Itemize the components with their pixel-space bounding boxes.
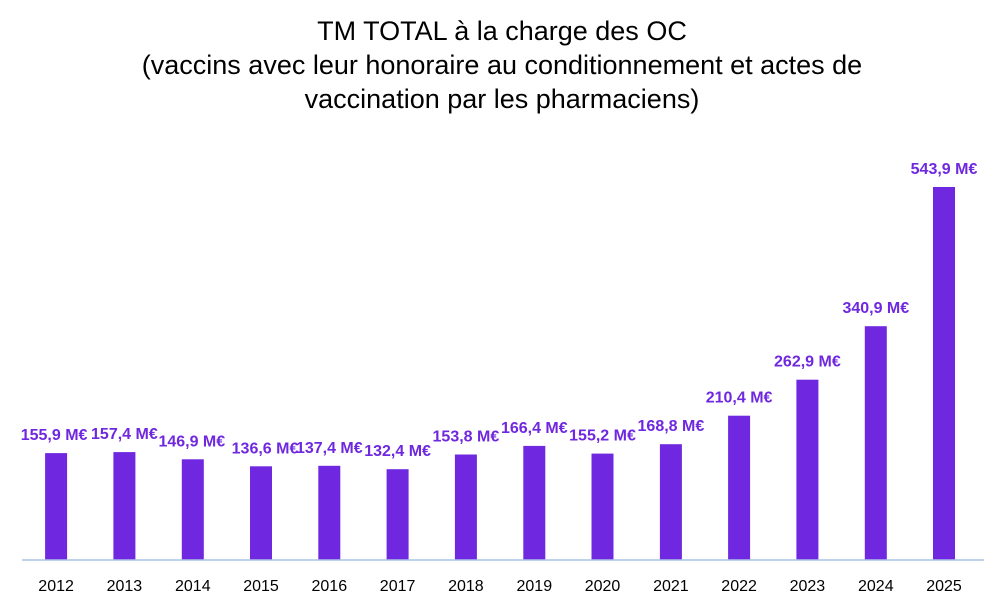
- x-tick-label-2017: 2017: [380, 578, 416, 595]
- x-tick-label-2022: 2022: [721, 578, 757, 595]
- bar-2024: [864, 326, 887, 560]
- bar-2018: [454, 454, 477, 560]
- x-tick-label-2025: 2025: [926, 578, 962, 595]
- bar-2017: [386, 469, 409, 560]
- x-tick-label-2013: 2013: [107, 578, 143, 595]
- chart-title: TM TOTAL à la charge des OC (vaccins ave…: [0, 14, 1004, 116]
- chart-title-line-2: (vaccins avec leur honoraire au conditio…: [141, 50, 863, 80]
- data-label-2023: 262,9 M€: [774, 354, 841, 371]
- bar-2012: [45, 453, 68, 560]
- x-tick-label-2021: 2021: [653, 578, 689, 595]
- data-label-2015: 136,6 M€: [232, 440, 299, 457]
- chart-title-line-1: TM TOTAL à la charge des OC: [317, 16, 687, 46]
- data-label-2014: 146,9 M€: [158, 433, 225, 450]
- data-label-2019: 166,4 M€: [501, 420, 568, 437]
- bar-2019: [523, 445, 546, 560]
- x-tick-label-2012: 2012: [38, 578, 74, 595]
- x-tick-label-2014: 2014: [175, 578, 211, 595]
- bar-2022: [728, 415, 751, 560]
- data-label-2016: 137,4 M€: [296, 440, 363, 457]
- bar-2025: [933, 187, 955, 560]
- bar-2020: [591, 453, 614, 560]
- bar-2015: [250, 466, 272, 560]
- data-label-2025: 543,9 M€: [911, 161, 978, 178]
- bar-2014: [181, 459, 204, 560]
- x-tick-label-2020: 2020: [585, 578, 621, 595]
- x-tick-label-2023: 2023: [790, 578, 826, 595]
- bars-group: [45, 187, 955, 560]
- data-label-2012: 155,9 M€: [21, 427, 88, 444]
- data-label-2022: 210,4 M€: [706, 390, 773, 407]
- data-label-2020: 155,2 M€: [569, 428, 636, 445]
- bar-2013: [113, 452, 136, 560]
- data-label-2013: 157,4 M€: [91, 426, 158, 443]
- bar-2016: [318, 465, 341, 560]
- x-tick-label-2015: 2015: [243, 578, 279, 595]
- data-label-2021: 168,8 M€: [638, 418, 705, 435]
- data-labels: 155,9 M€ 157,4 M€ 146,9 M€ 136,6 M€137,4 M€…: [21, 161, 978, 460]
- bar-2021: [659, 444, 682, 560]
- x-tick-label-2019: 2019: [517, 578, 553, 595]
- data-label-2018: 153,8 M€: [433, 429, 500, 446]
- x-tick-label-2016: 2016: [312, 578, 348, 595]
- x-tick-label-2018: 2018: [448, 578, 484, 595]
- data-label-2024: 340,9 M€: [842, 300, 909, 317]
- bar-2023: [796, 379, 819, 560]
- chart-title-line-3: vaccination par les pharmaciens): [304, 84, 700, 114]
- x-tick-labels: 2012 2013 2014 2015 2016 2017 2018 2019 2020 2021…: [38, 578, 962, 595]
- x-tick-label-2024: 2024: [858, 578, 894, 595]
- data-label-2017: 132,4 M€: [364, 443, 431, 460]
